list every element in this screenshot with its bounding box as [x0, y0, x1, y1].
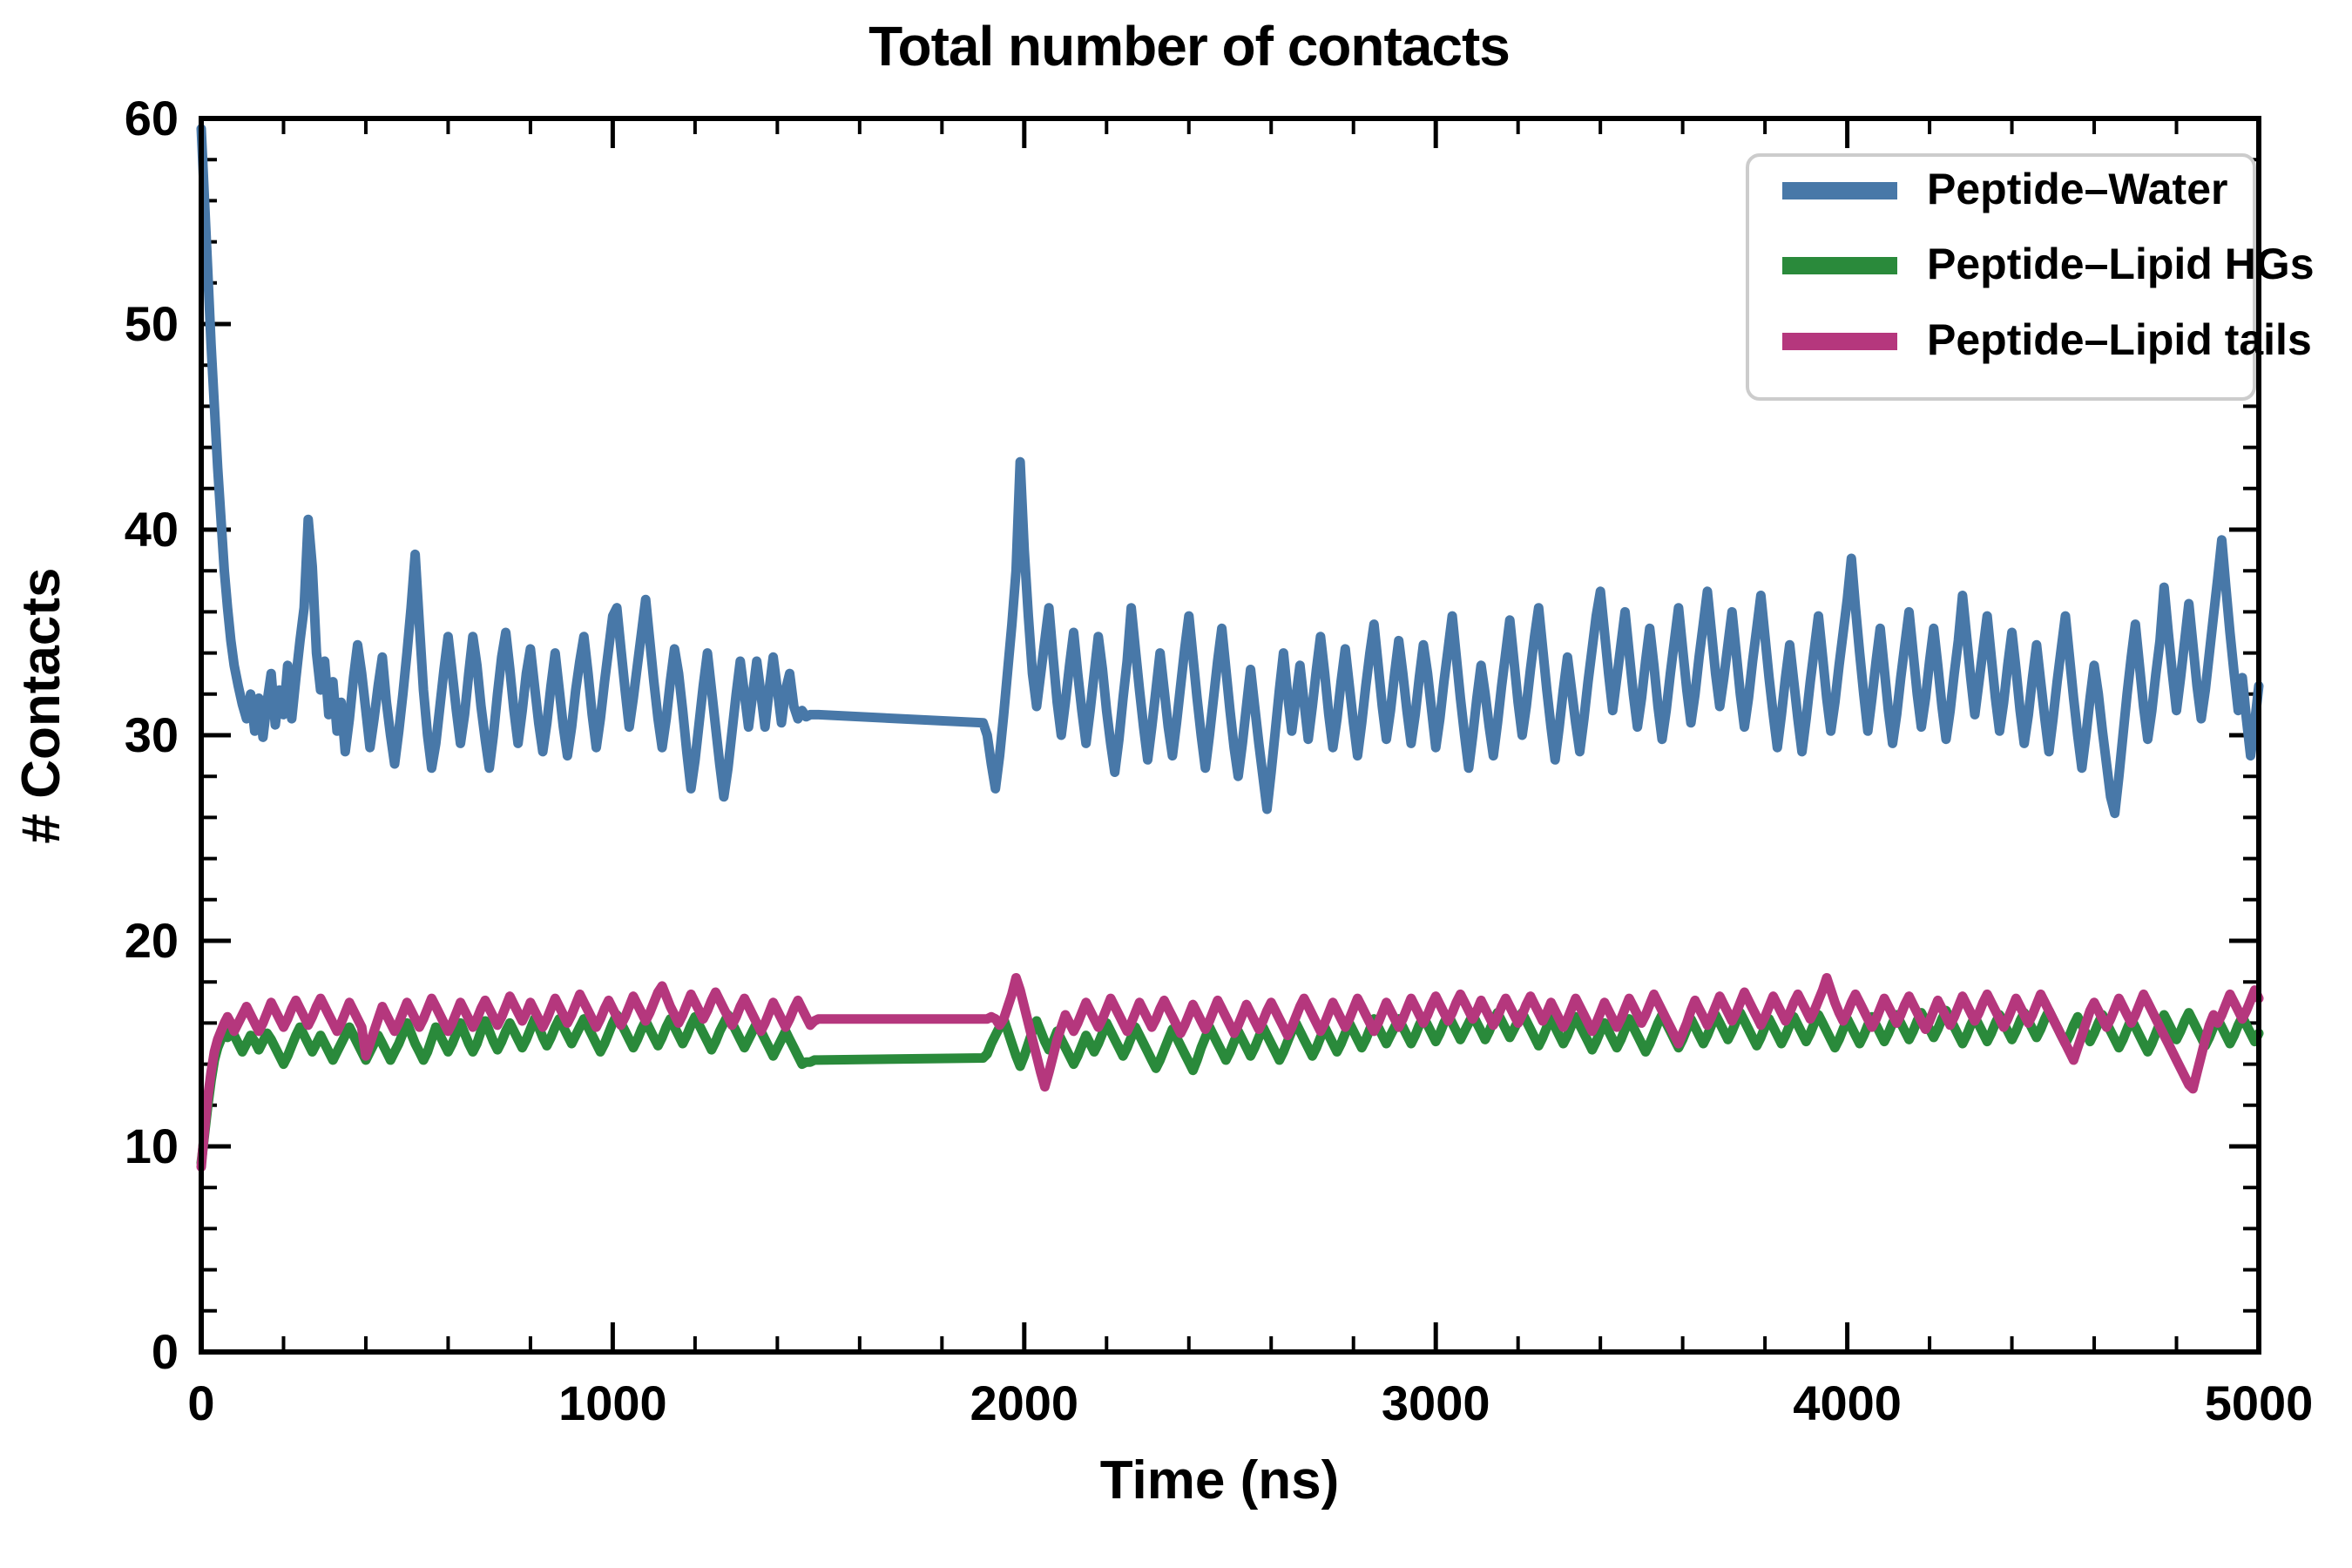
- x-tick-label: 0: [187, 1375, 214, 1430]
- y-tick-label: 30: [125, 707, 179, 762]
- data-series: [196, 124, 2264, 1173]
- y-tick-label: 0: [152, 1324, 179, 1379]
- y-tick-label: 60: [125, 91, 179, 145]
- y-tick-label: 10: [125, 1119, 179, 1173]
- axis-tick-labels: 0 1000 2000 3000 4000 5000 0 10 20 30 40 50 60: [125, 91, 2314, 1430]
- y-tick-label: 40: [125, 502, 179, 557]
- y-tick-label: 20: [125, 913, 179, 968]
- x-tick-label: 2000: [970, 1375, 1079, 1430]
- series-line-0: [196, 124, 2264, 819]
- x-axis-label: Time (ns): [1100, 1450, 1339, 1511]
- legend-label-1: Peptide–Lipid HGs: [1927, 240, 2315, 288]
- y-axis-label: # Contacts: [11, 568, 71, 844]
- legend-label-0: Peptide–Water: [1927, 165, 2227, 213]
- x-tick-label: 4000: [1793, 1375, 1902, 1430]
- chart-title: Total number of contacts: [868, 15, 1510, 78]
- x-tick-label: 3000: [1382, 1375, 1490, 1430]
- series-line-1: [196, 1005, 2264, 1168]
- y-tick-label: 50: [125, 296, 179, 351]
- series-line-2: [196, 973, 2264, 1173]
- legend-label-2: Peptide–Lipid tails: [1927, 315, 2312, 364]
- x-tick-label: 5000: [2205, 1375, 2314, 1430]
- x-tick-label: 1000: [558, 1375, 667, 1430]
- chart-legend: Peptide–Water Peptide–Lipid HGs Peptide–Li…: [1746, 153, 2315, 401]
- axes-frame: [199, 116, 2261, 1355]
